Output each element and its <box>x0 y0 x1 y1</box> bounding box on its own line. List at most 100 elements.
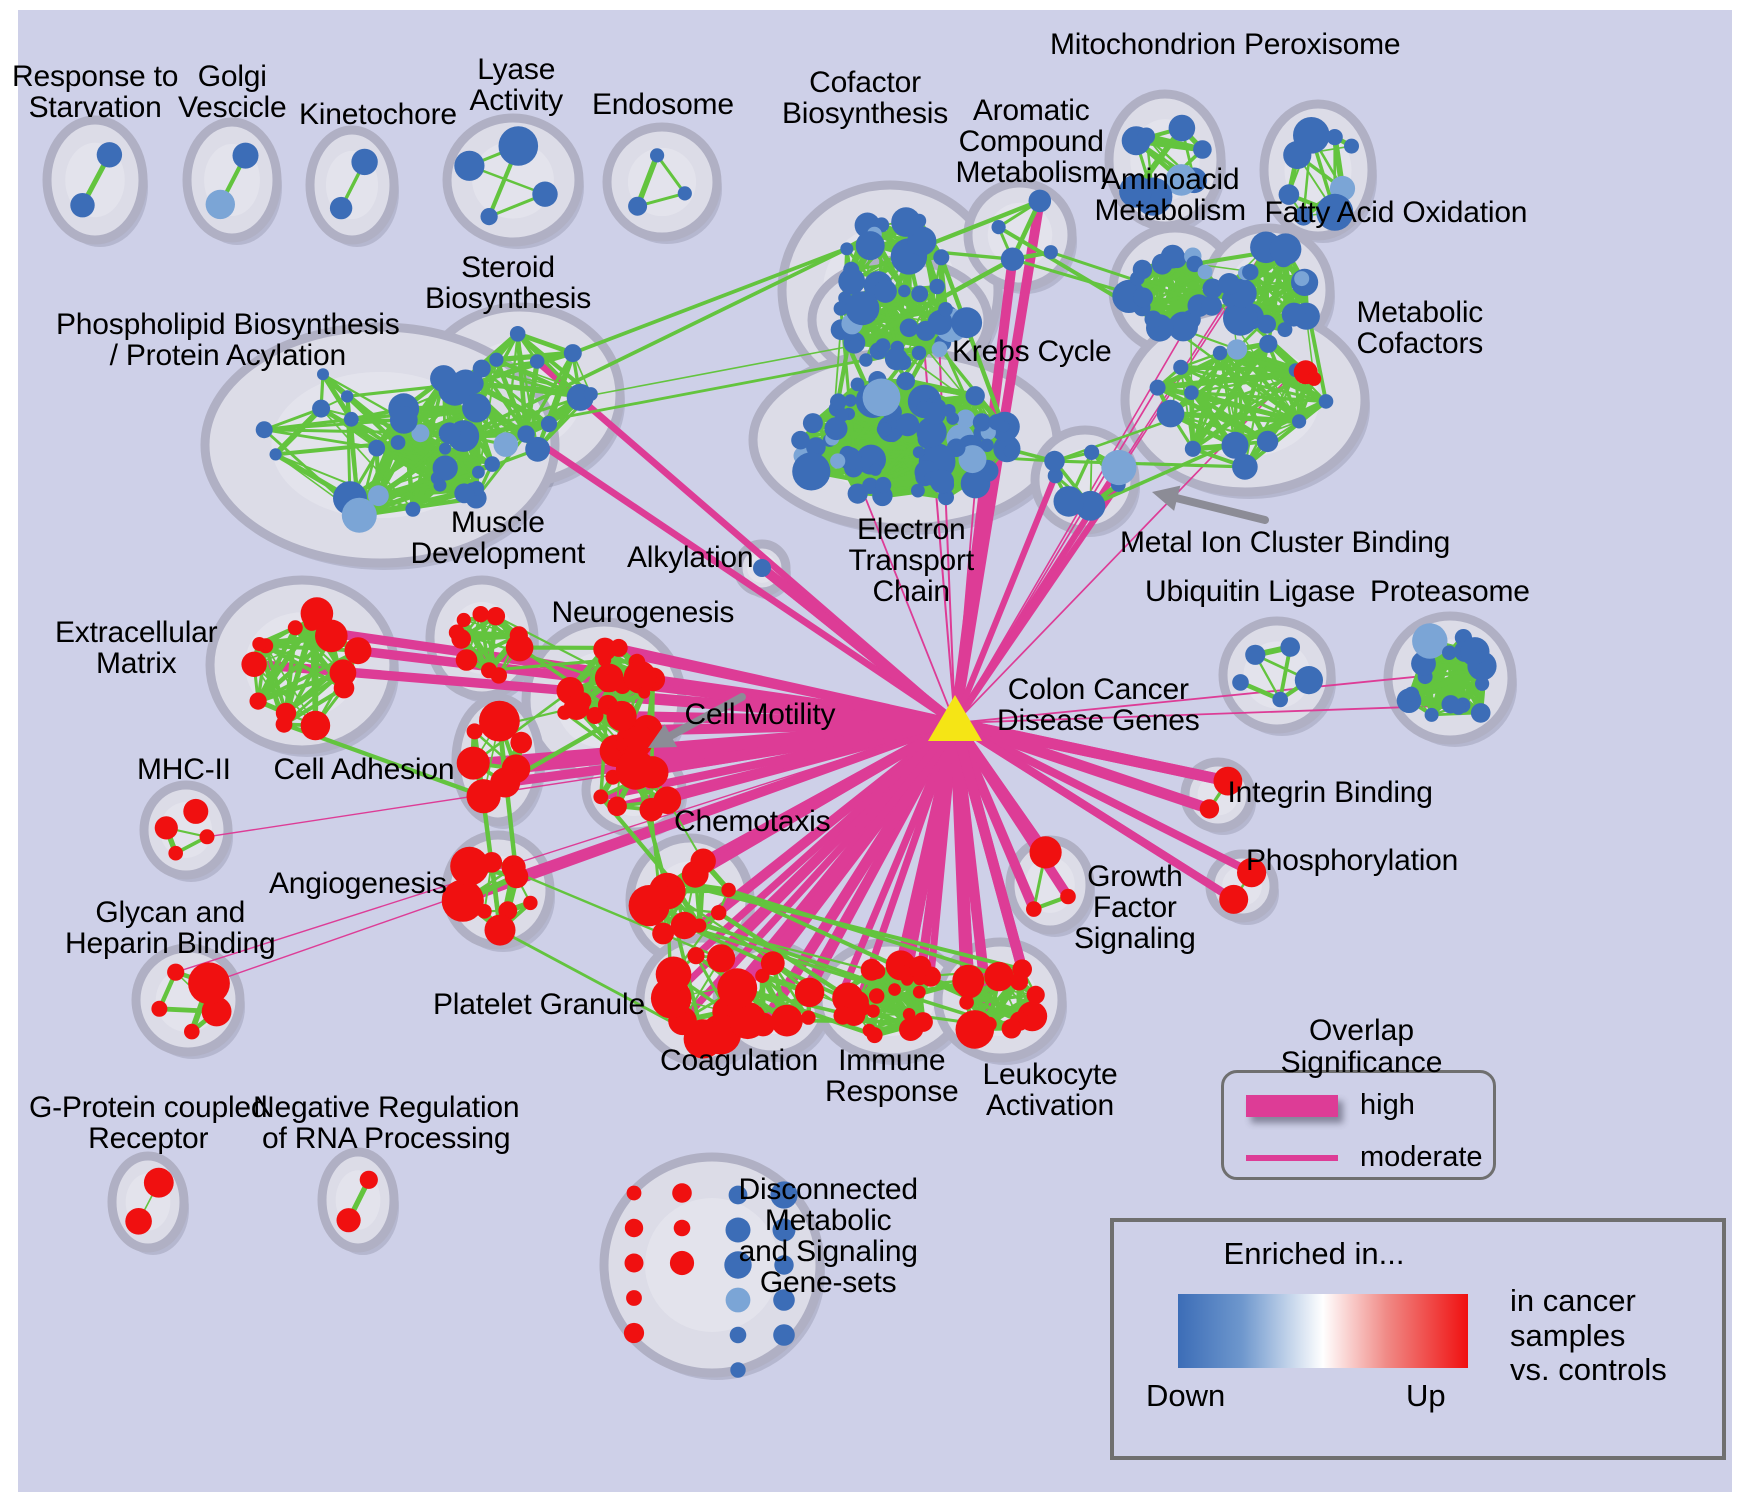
gene-set-node <box>1168 114 1196 142</box>
gene-set-node <box>462 393 492 423</box>
gene-set-node <box>1280 637 1300 657</box>
overlap-edge <box>655 153 687 195</box>
gene-set-node <box>241 651 267 677</box>
gene-set-node <box>931 341 948 358</box>
gene-set-node <box>1232 454 1258 480</box>
gene-set-node <box>368 439 386 457</box>
gene-set-node <box>480 208 498 226</box>
gene-set-node <box>466 779 501 814</box>
gene-set-node <box>317 368 329 381</box>
metal-ion-arrow <box>1173 494 1269 524</box>
overlap-edge <box>258 642 360 652</box>
gene-set-node <box>232 142 259 169</box>
gene-set-node <box>728 1185 748 1205</box>
legend-label-moderate: moderate <box>1360 1141 1483 1173</box>
overlap-edge <box>490 861 723 960</box>
gene-set-node <box>594 663 624 693</box>
gene-set-node <box>1003 444 1017 458</box>
gene-set-node <box>898 284 911 298</box>
gene-set-node <box>1168 311 1198 342</box>
gene-set-node <box>287 620 303 636</box>
overlap-edge <box>1190 370 1308 451</box>
gene-set-node <box>1223 300 1258 336</box>
disease-edge <box>612 718 956 782</box>
gene-set-node <box>911 345 927 361</box>
disease-edge <box>949 722 975 985</box>
gene-set-node <box>1219 884 1249 914</box>
gene-set-node <box>730 1362 746 1378</box>
gene-set-node <box>729 1001 767 1040</box>
gene-set-node <box>875 476 892 494</box>
gene-set-node <box>959 995 974 1010</box>
gene-set-node <box>1259 334 1278 353</box>
gene-set-node <box>912 985 926 999</box>
annotation-arrows <box>648 485 1269 748</box>
gene-set-node <box>607 796 627 817</box>
gene-set-node <box>980 438 994 452</box>
gene-set-node <box>1475 676 1490 691</box>
gene-set-node <box>249 692 267 710</box>
gene-set-node <box>525 436 550 462</box>
gene-set-node <box>902 1008 916 1021</box>
gene-set-node <box>830 453 846 469</box>
overlap-edge <box>1179 366 1194 450</box>
gene-set-node <box>1084 444 1100 460</box>
gene-set-node <box>623 1322 645 1344</box>
gene-set-node <box>1294 666 1323 695</box>
gene-set-node <box>300 710 331 741</box>
gene-set-node <box>405 501 421 517</box>
cluster-label-endosome: Endosome <box>592 88 734 121</box>
disease-edge <box>950 720 1050 856</box>
hub-layer <box>928 695 982 741</box>
gene-set-node <box>655 956 692 993</box>
gene-set-node <box>896 372 916 391</box>
disease-edge <box>952 482 1121 725</box>
gene-set-node <box>614 738 628 751</box>
gene-set-node <box>929 278 945 295</box>
cluster-label-metabolic-cofactors: Metabolic Cofactors <box>1356 296 1484 360</box>
gene-set-node <box>639 797 664 822</box>
gene-set-node <box>891 207 921 237</box>
gene-set-node <box>916 417 947 448</box>
gene-set-node <box>1318 394 1334 409</box>
gene-set-node <box>255 421 273 439</box>
gene-set-node <box>593 789 609 805</box>
cluster-label-lyase-activity: Lyase Activity <box>469 53 564 117</box>
disease-edge <box>954 483 977 724</box>
overlap-edge <box>515 331 529 437</box>
thick-edge-swatch <box>1246 1094 1338 1117</box>
overlap-edge <box>461 247 849 438</box>
enrichment-color-bar <box>1178 1294 1468 1368</box>
overlap-edge <box>1299 276 1328 404</box>
disease-edge <box>208 722 956 984</box>
overlap-edge <box>535 350 575 452</box>
overlap-edge <box>1188 390 1196 452</box>
gene-set-node <box>669 1250 695 1276</box>
gene-set-node <box>866 1027 883 1044</box>
cluster-label-neurogenesis: Neurogenesis <box>551 596 735 629</box>
gene-set-node <box>1053 486 1085 517</box>
gene-set-node <box>563 344 582 363</box>
gene-set-node <box>1307 371 1322 386</box>
overlap-edge <box>852 256 1015 348</box>
disease-edge <box>952 719 1236 903</box>
gene-set-node <box>1269 233 1302 265</box>
gene-set-node <box>1000 247 1025 271</box>
gene-set-node <box>725 1217 751 1243</box>
gene-set-node <box>1245 644 1266 665</box>
disease-edge <box>952 474 1059 725</box>
gene-set-node <box>368 485 389 507</box>
cell-motility-arrow <box>666 693 746 740</box>
gene-set-node <box>791 430 810 450</box>
gene-set-node <box>454 150 485 181</box>
disease-edge <box>524 431 957 726</box>
cluster-label-g-protein-coupled-receptor: G-Protein coupled Receptor <box>29 1091 268 1155</box>
gene-set-node <box>275 702 297 724</box>
gene-set-node <box>802 413 823 434</box>
gene-set-node <box>899 318 919 338</box>
gene-set-node <box>154 816 178 840</box>
gene-set-node <box>869 463 882 476</box>
gene-set-node <box>269 448 282 461</box>
gene-set-node <box>532 181 558 207</box>
gene-set-node <box>509 326 526 342</box>
